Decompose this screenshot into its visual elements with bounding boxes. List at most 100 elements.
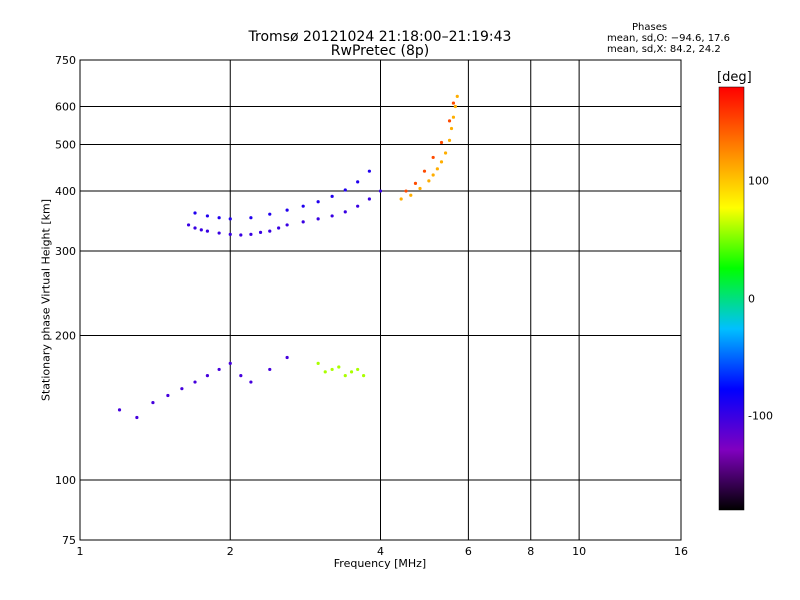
data-point	[186, 223, 191, 227]
x-tick-label: 16	[674, 545, 688, 558]
data-point	[443, 151, 448, 155]
x-tick-label: 1	[77, 545, 84, 558]
data-point	[316, 217, 320, 221]
data-point	[228, 217, 232, 221]
y-tick-label: 750	[55, 54, 76, 67]
data-point	[439, 140, 444, 145]
data-point	[453, 104, 457, 109]
data-point	[239, 374, 243, 378]
colorbar-tick-label: 100	[748, 174, 769, 188]
y-axis-label: Stationary phase Virtual Height [km]	[39, 198, 53, 402]
data-point	[193, 211, 197, 215]
data-point	[193, 380, 197, 384]
data-point	[455, 94, 459, 98]
data-point	[431, 173, 435, 177]
data-point	[323, 370, 327, 374]
x-tick-label: 8	[527, 545, 534, 558]
phase-stats-o: mean, sd,O: −94.6, 17.6	[607, 33, 730, 44]
colorbar-tick-label: 0	[748, 292, 755, 305]
colorbar	[718, 86, 745, 511]
data-point	[217, 216, 221, 220]
data-points-layer	[117, 94, 459, 420]
chart-title: Tromsø 20121024 21:18:00–21:19:43	[248, 29, 512, 45]
data-point	[337, 365, 341, 369]
data-point	[356, 204, 360, 208]
data-point	[343, 374, 347, 378]
data-point	[451, 101, 456, 105]
data-point	[249, 380, 253, 384]
data-point	[117, 408, 122, 412]
data-point	[316, 200, 320, 204]
data-point	[151, 400, 155, 405]
data-point	[228, 361, 232, 365]
data-point	[330, 194, 334, 198]
y-tick-label: 75	[62, 534, 76, 547]
y-tick-label: 300	[55, 245, 76, 258]
x-tick-label: 4	[377, 545, 384, 558]
data-point	[362, 374, 366, 378]
data-point	[343, 210, 347, 214]
data-point	[449, 126, 454, 131]
data-point	[409, 193, 413, 197]
data-point	[316, 361, 320, 365]
data-point	[217, 367, 221, 372]
data-point	[451, 115, 456, 119]
x-axis-label: Frequency [MHz]	[333, 557, 427, 570]
phase-stats-x: mean, sd,X: 84.2, 24.2	[607, 44, 721, 55]
y-tick-label: 500	[55, 139, 76, 152]
grid-layer	[80, 60, 681, 540]
data-point	[447, 138, 452, 142]
data-point	[166, 393, 170, 398]
data-point	[285, 355, 289, 360]
data-point	[199, 228, 203, 232]
data-point	[447, 119, 452, 123]
data-point	[422, 169, 427, 173]
colorbar-unit: [deg]	[717, 70, 752, 85]
data-point	[205, 229, 210, 233]
data-point	[268, 367, 272, 372]
data-point	[268, 212, 272, 216]
data-point	[399, 197, 403, 201]
data-point	[356, 367, 360, 372]
plot-frame	[79, 59, 682, 541]
data-point	[285, 223, 289, 227]
y-tick-label: 400	[55, 185, 76, 198]
x-tick-label: 10	[572, 545, 586, 558]
x-tick-label: 2	[227, 545, 234, 558]
data-point	[301, 220, 305, 224]
data-point	[205, 214, 210, 218]
y-tick-label: 100	[55, 474, 76, 487]
data-point	[258, 230, 263, 235]
phase-stats-heading: Phases	[632, 22, 668, 33]
colorbar-tick-label: -100	[748, 409, 773, 423]
data-point	[431, 155, 435, 160]
data-point	[180, 387, 184, 391]
data-point	[349, 370, 354, 374]
data-point	[135, 415, 139, 420]
data-point	[435, 167, 439, 171]
data-point	[378, 189, 383, 193]
data-point	[330, 214, 334, 218]
data-point	[427, 179, 431, 183]
data-point	[418, 186, 422, 191]
tick-labels-layer: 1 2 4 6 8 10 16 75 100 200 300 400 500 600 750	[55, 54, 688, 558]
data-point	[413, 181, 418, 185]
data-point	[301, 204, 305, 208]
y-tick-label: 600	[55, 101, 76, 114]
y-tick-label: 200	[55, 330, 76, 343]
data-point	[239, 233, 243, 237]
x-tick-label: 6	[465, 545, 472, 558]
data-point	[205, 374, 210, 378]
chart-subtitle: RwPretec (8p)	[330, 43, 430, 59]
data-point	[367, 197, 371, 201]
data-point	[268, 229, 272, 233]
data-point	[249, 232, 253, 236]
data-point	[285, 208, 289, 212]
data-point	[439, 160, 444, 164]
data-point	[330, 367, 334, 372]
data-point	[367, 169, 371, 173]
data-point	[277, 226, 281, 230]
data-point	[217, 231, 221, 235]
data-point	[356, 180, 360, 184]
